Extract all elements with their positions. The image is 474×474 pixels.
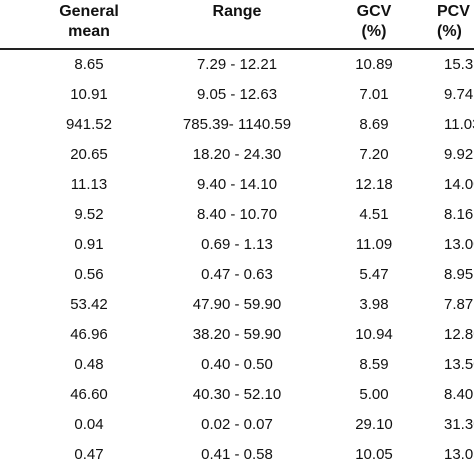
- cell-pcv: 13.00: [444, 236, 474, 253]
- cell-range: 47.90 - 59.90: [192, 296, 282, 313]
- cell-gcv: 8.69: [359, 116, 389, 133]
- header-gcv-line1: GCV: [356, 3, 392, 20]
- cell-general-mean: 11.13: [70, 176, 108, 193]
- cell-general-mean: 10.91: [70, 86, 108, 103]
- cell-general-mean: 20.65: [70, 146, 108, 163]
- header-gcv: GCV (%): [336, 2, 412, 42]
- cell-pcv: 9.74: [444, 86, 474, 103]
- cell-gcv: 7.01: [359, 86, 389, 103]
- cell-general-mean: 0.47: [74, 446, 104, 463]
- cell-range: 8.40 - 10.70: [196, 206, 278, 223]
- cell-range: 40.30 - 52.10: [192, 386, 282, 403]
- cell-range: 9.05 - 12.63: [196, 86, 278, 103]
- cell-general-mean: 0.91: [74, 236, 104, 253]
- cell-gcv: 10.89: [355, 56, 393, 73]
- cell-general-mean: 0.48: [74, 356, 104, 373]
- cell-range: 0.02 - 0.07: [201, 416, 273, 433]
- cell-gcv: 4.51: [359, 206, 389, 223]
- cell-gcv: 7.20: [359, 146, 389, 163]
- header-general-mean: General mean: [46, 2, 132, 42]
- cell-range: 0.40 - 0.50: [201, 356, 273, 373]
- cell-pcv: 7.87: [444, 296, 474, 313]
- cell-gcv: 29.10: [355, 416, 393, 433]
- table-row: 0.56 0.47 - 0.63 5.47 8.95: [0, 263, 474, 293]
- cell-gcv: 5.47: [359, 266, 389, 283]
- cell-pcv: 13.50: [444, 356, 474, 373]
- cell-general-mean: 941.52: [66, 116, 112, 133]
- table-row: 8.65 7.29 - 12.21 10.89 15.3: [0, 53, 474, 83]
- cell-range: 785.39- 1140.59: [182, 116, 292, 133]
- cell-gcv: 5.00: [359, 386, 389, 403]
- cell-gcv: 12.18: [355, 176, 393, 193]
- cell-pcv: 31.30: [444, 416, 474, 433]
- cell-general-mean: 46.96: [70, 326, 108, 343]
- cell-pcv: 9.92: [444, 146, 474, 163]
- header-range-line1: Range: [212, 3, 262, 20]
- cell-range: 0.41 - 0.58: [201, 446, 273, 463]
- cell-pcv: 8.16: [444, 206, 474, 223]
- header-general-mean-line2: mean: [68, 23, 110, 40]
- cell-pcv: 8.40: [444, 386, 474, 403]
- cell-pcv: 11.03: [444, 116, 474, 133]
- cell-pcv: 12.80: [444, 326, 474, 343]
- cell-general-mean: 8.65: [74, 56, 104, 73]
- cell-general-mean: 53.42: [70, 296, 108, 313]
- cell-general-mean: 46.60: [70, 386, 108, 403]
- cell-general-mean: 9.52: [74, 206, 104, 223]
- table-row: 10.91 9.05 - 12.63 7.01 9.74: [0, 83, 474, 113]
- table-row: 46.96 38.20 - 59.90 10.94 12.80: [0, 323, 474, 353]
- cell-gcv: 3.98: [359, 296, 389, 313]
- table-row: 9.52 8.40 - 10.70 4.51 8.16: [0, 203, 474, 233]
- header-rule: [0, 48, 474, 50]
- table-row: 53.42 47.90 - 59.90 3.98 7.87: [0, 293, 474, 323]
- cell-gcv: 10.94: [355, 326, 393, 343]
- cell-pcv: 14.00: [444, 176, 474, 193]
- cell-general-mean: 0.56: [74, 266, 104, 283]
- header-general-mean-line1: General: [59, 3, 119, 20]
- table-header: General mean Range GCV (%) PCV (%): [0, 0, 474, 48]
- cell-general-mean: 0.04: [74, 416, 104, 433]
- table-row: 0.04 0.02 - 0.07 29.10 31.30: [0, 413, 474, 443]
- header-pcv-line2: (%): [437, 23, 462, 40]
- table-body: 8.65 7.29 - 12.21 10.89 15.3 10.91 9.05 …: [0, 53, 474, 473]
- table-row: 46.60 40.30 - 52.10 5.00 8.40: [0, 383, 474, 413]
- table-row: 0.47 0.41 - 0.58 10.05 13.05: [0, 443, 474, 473]
- cell-pcv: 8.95: [444, 266, 474, 283]
- header-pcv: PCV (%): [437, 2, 474, 42]
- cell-range: 7.29 - 12.21: [196, 56, 278, 73]
- table-row: 11.13 9.40 - 14.10 12.18 14.00: [0, 173, 474, 203]
- cell-pcv: 13.05: [444, 446, 474, 463]
- header-range: Range: [156, 2, 318, 22]
- cell-gcv: 10.05: [355, 446, 393, 463]
- header-gcv-line2: (%): [361, 23, 387, 40]
- cell-range: 9.40 - 14.10: [196, 176, 278, 193]
- table-row: 0.48 0.40 - 0.50 8.59 13.50: [0, 353, 474, 383]
- cell-pcv: 15.3: [444, 56, 474, 73]
- table-row: 941.52 785.39- 1140.59 8.69 11.03: [0, 113, 474, 143]
- cell-range: 18.20 - 24.30: [192, 146, 282, 163]
- cell-range: 0.69 - 1.13: [201, 236, 273, 253]
- header-pcv-line1: PCV: [437, 3, 470, 20]
- table-row: 0.91 0.69 - 1.13 11.09 13.00: [0, 233, 474, 263]
- cell-gcv: 11.09: [355, 236, 393, 253]
- cell-gcv: 8.59: [359, 356, 389, 373]
- table-row: 20.65 18.20 - 24.30 7.20 9.92: [0, 143, 474, 173]
- cell-range: 0.47 - 0.63: [201, 266, 273, 283]
- cell-range: 38.20 - 59.90: [192, 326, 282, 343]
